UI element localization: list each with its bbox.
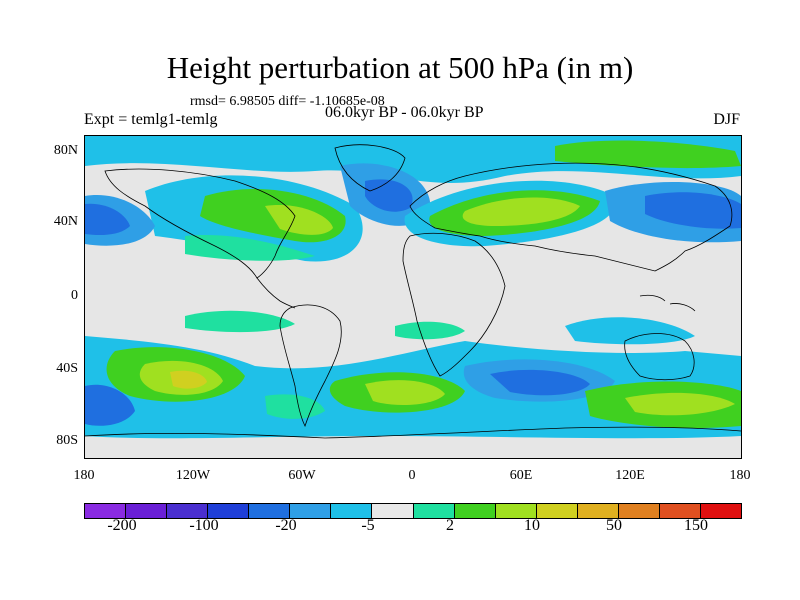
- colorbar-box-3: [208, 504, 250, 518]
- colorbar-box-1: [126, 504, 168, 518]
- experiment-label: Expt = temlg1-temlg: [84, 111, 218, 128]
- map-panel: [84, 135, 742, 459]
- colorbar-box-14: [659, 504, 701, 518]
- antarctica-coast: [85, 426, 741, 439]
- colorbar-label-150: 150: [684, 517, 708, 534]
- australia-coast: [624, 333, 695, 381]
- height-field: [85, 136, 741, 439]
- tropic-patch-teal-2: [395, 321, 465, 340]
- lon-tick-180w: 180: [73, 468, 95, 483]
- colorbar-box-2: [167, 504, 209, 518]
- pac-strip-teal: [185, 235, 315, 261]
- south-america-coast: [279, 304, 342, 428]
- colorbar-box-6: [331, 504, 373, 518]
- colorbar-box-9: [454, 504, 496, 518]
- colorbar-label-50: 50: [606, 517, 622, 534]
- asia-trough-blue: [645, 192, 741, 229]
- lon-tick-120e: 120E: [615, 468, 645, 483]
- sh-indian-darkblue: [490, 369, 590, 396]
- rmsd-diff-line: rmsd= 6.98505 diff= -1.10685e-08: [190, 94, 385, 109]
- north-america-coast: [104, 168, 296, 279]
- contour-map: [85, 136, 741, 439]
- lat-tick-80s: 80S: [56, 433, 78, 448]
- eurasia-coast: [409, 162, 733, 272]
- arctic-band-green: [555, 140, 741, 169]
- colorbar-label-m100: -100: [189, 517, 219, 534]
- colorbar-box-4: [249, 504, 291, 518]
- lon-tick-60w: 60W: [288, 468, 316, 483]
- africa-coast: [402, 232, 506, 377]
- colorbar-box-15: [700, 504, 741, 518]
- sh-australia-yellow: [625, 392, 735, 416]
- colorbar-box-0: [85, 504, 127, 518]
- colorbar-box-11: [536, 504, 578, 518]
- na-ridge-yellow: [265, 205, 333, 235]
- colorbar-label-m5: -5: [361, 517, 375, 534]
- season-label: DJF: [713, 111, 740, 128]
- tropic-patch-cyan: [565, 317, 695, 345]
- colorbar-box-10: [495, 504, 537, 518]
- colorbar-label-2: 2: [446, 517, 454, 534]
- indonesia-coast: [639, 294, 696, 312]
- period-label: 06.0kyr BP - 06.0kyr BP: [325, 104, 484, 121]
- pac-trough-blue: [85, 203, 130, 236]
- lat-tick-40n: 40N: [53, 214, 78, 229]
- lat-tick-80n: 80N: [53, 143, 78, 158]
- tropic-patch-teal: [185, 310, 295, 333]
- plot-title: Height perturbation at 500 hPa (in m): [166, 50, 634, 85]
- colorbar-label-m200: -200: [107, 517, 137, 534]
- colorbar-label-m20: -20: [275, 517, 297, 534]
- lon-tick-180e: 180: [729, 468, 751, 483]
- coastlines: [85, 144, 741, 439]
- lon-tick-60e: 60E: [509, 468, 533, 483]
- lon-tick-120w: 120W: [175, 468, 211, 483]
- na-atlantic-blue: [365, 179, 413, 212]
- sh-pacific-blue: [85, 384, 135, 426]
- eurasia-ridge-yellow: [462, 197, 580, 226]
- central-america-coast: [256, 277, 296, 309]
- lat-tick-40s: 40S: [56, 361, 78, 376]
- colorbar-box-8: [413, 504, 455, 518]
- colorbar-box-7: [372, 504, 414, 518]
- lon-tick-0: 0: [408, 468, 416, 483]
- sh-pacific-orange: [170, 370, 207, 389]
- colorbar-label-10: 10: [524, 517, 540, 534]
- colorbar-box-13: [618, 504, 660, 518]
- colorbar-box-12: [577, 504, 619, 518]
- colorbar-box-5: [290, 504, 332, 518]
- colorbar: [84, 503, 742, 519]
- greenland-coast: [334, 144, 406, 192]
- lat-tick-0: 0: [71, 288, 78, 303]
- sh-atlantic-yellow: [365, 380, 445, 406]
